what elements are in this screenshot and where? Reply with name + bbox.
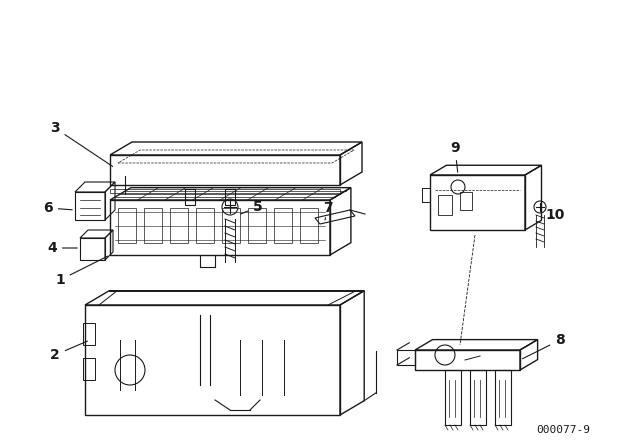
Text: 3: 3 [50, 121, 113, 167]
Text: 5: 5 [241, 200, 263, 214]
Text: 000077-9: 000077-9 [536, 425, 590, 435]
Text: 4: 4 [47, 241, 77, 255]
Text: 10: 10 [545, 208, 564, 222]
Text: 8: 8 [522, 333, 565, 359]
Text: 6: 6 [43, 201, 72, 215]
Text: 7: 7 [323, 201, 333, 220]
Text: 9: 9 [450, 141, 460, 172]
Text: 1: 1 [55, 256, 108, 287]
Text: 2: 2 [50, 341, 88, 362]
